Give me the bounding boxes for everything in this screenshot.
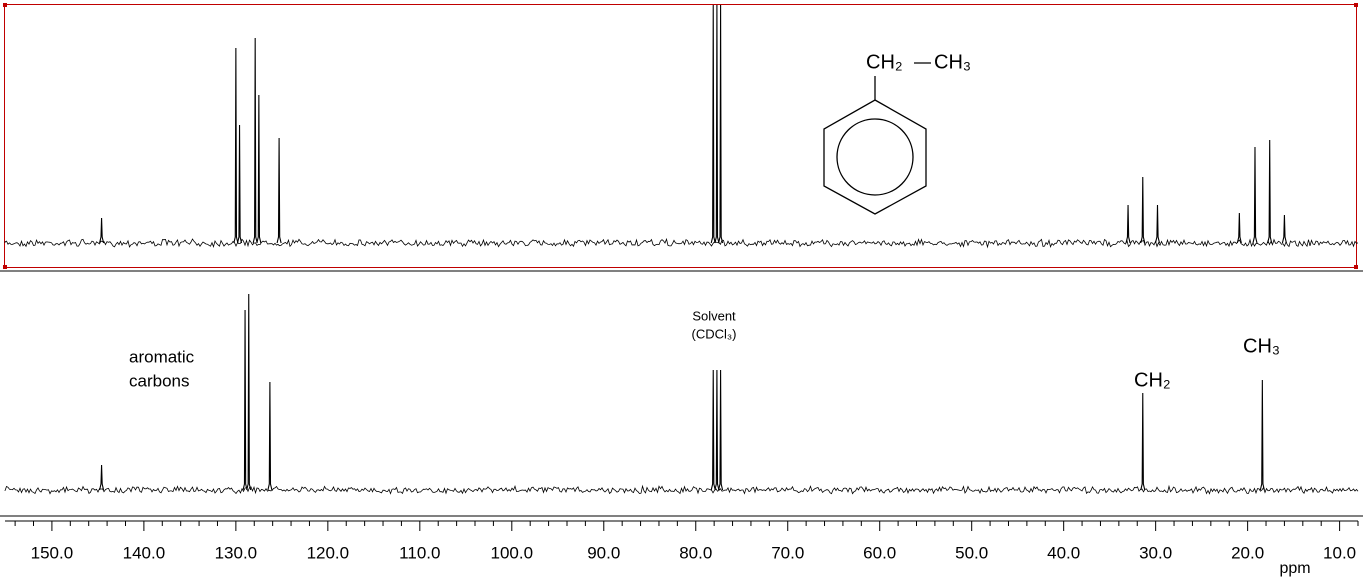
x-tick-label: 120.0 <box>307 543 350 562</box>
selection-frame <box>4 4 1357 268</box>
handle <box>1354 3 1358 7</box>
peak <box>267 381 273 491</box>
peak <box>99 217 105 244</box>
aromatic-circle <box>836 118 914 196</box>
x-tick-label: 90.0 <box>587 543 620 562</box>
structure <box>823 62 931 215</box>
peak <box>233 47 239 244</box>
peak <box>237 124 243 244</box>
handle <box>1354 265 1358 269</box>
peak <box>252 37 258 244</box>
x-tick-label: 40.0 <box>1047 543 1080 562</box>
handle <box>3 265 7 269</box>
x-tick-label: 80.0 <box>679 543 712 562</box>
baseline-noise <box>4 237 1359 249</box>
peak <box>99 464 105 491</box>
peak <box>1259 379 1265 491</box>
annotation: CH₂ <box>1134 369 1171 391</box>
peak <box>1236 212 1242 244</box>
peak <box>246 293 252 491</box>
peak <box>710 4 716 244</box>
benzene-ring <box>823 99 927 215</box>
x-tick-label: 60.0 <box>863 543 896 562</box>
peak <box>718 4 724 244</box>
x-tick-label: 130.0 <box>215 543 258 562</box>
structure-label: CH₃ <box>934 51 971 73</box>
peak <box>276 137 282 244</box>
peak <box>714 369 720 491</box>
x-tick-label: 20.0 <box>1231 543 1264 562</box>
peak <box>1252 146 1258 244</box>
handle <box>3 3 7 7</box>
x-tick-label: 30.0 <box>1139 543 1172 562</box>
x-tick-label: 100.0 <box>491 543 534 562</box>
peak <box>1154 204 1161 244</box>
peak <box>1281 214 1287 244</box>
annotation: (CDCl₃) <box>691 326 736 341</box>
x-tick-label: 150.0 <box>31 543 74 562</box>
peak <box>1125 204 1131 244</box>
baseline-noise <box>4 484 1359 495</box>
peak <box>256 94 262 244</box>
x-tick-label: 10.0 <box>1323 543 1356 562</box>
peak <box>714 4 720 244</box>
x-tick-label: 110.0 <box>399 543 440 562</box>
peak <box>242 309 248 491</box>
annotation: CH₃ <box>1243 335 1280 357</box>
peak <box>718 369 724 491</box>
structure-label: CH₂ <box>866 51 903 73</box>
x-tick-label: 70.0 <box>771 543 804 562</box>
peak <box>1140 392 1146 491</box>
annotation: aromatic <box>129 347 195 366</box>
annotation: Solvent <box>692 308 736 323</box>
x-tick-label: 50.0 <box>955 543 988 562</box>
peak <box>1267 139 1273 244</box>
peak <box>710 369 716 491</box>
annotation: carbons <box>129 371 189 390</box>
x-axis-label: ppm <box>1279 560 1310 577</box>
x-tick-label: 140.0 <box>123 543 166 562</box>
peak <box>1140 176 1146 244</box>
